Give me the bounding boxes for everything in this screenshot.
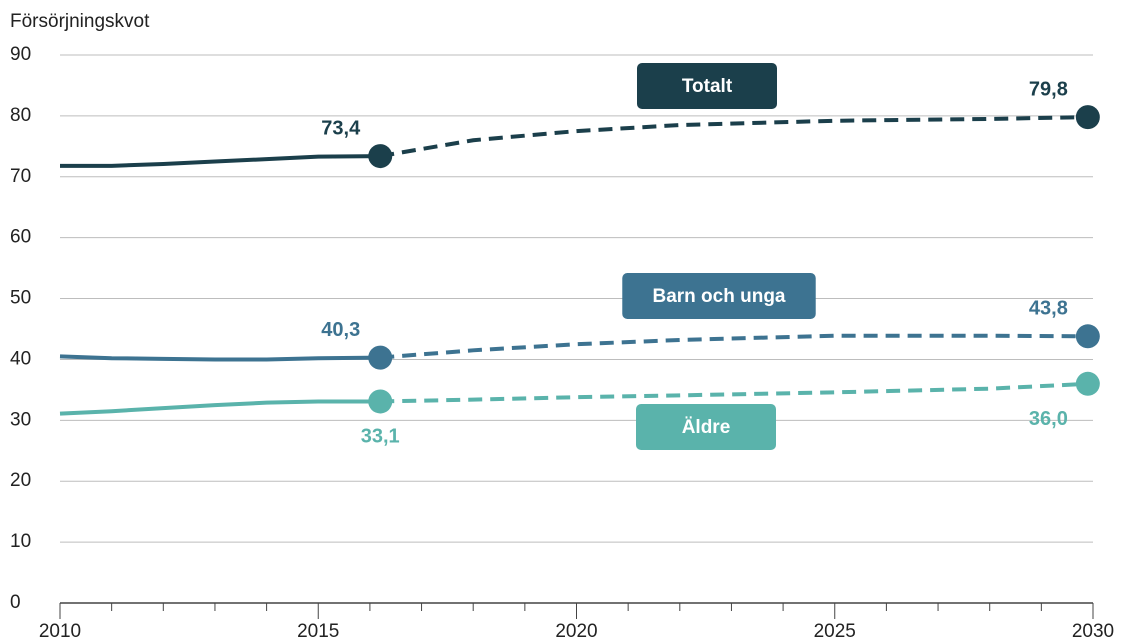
- marker: [368, 345, 393, 370]
- legend-box: [636, 404, 776, 450]
- y-tick-label: 0: [10, 592, 21, 613]
- y-tick-label: 70: [10, 166, 31, 187]
- value-label: 33,1: [361, 426, 400, 448]
- legend-box: [622, 273, 816, 319]
- series-line: [60, 154, 381, 168]
- value-label: 79,8: [1029, 78, 1068, 100]
- y-tick-label: 10: [10, 531, 31, 552]
- projection-line: [379, 115, 1088, 159]
- y-tick-label: 50: [10, 288, 31, 309]
- projection-line: [380, 381, 1088, 404]
- legend-label: Totalt: [682, 76, 733, 97]
- marker: [1075, 324, 1100, 349]
- x-tick-label: 2025: [814, 621, 856, 642]
- marker: [1075, 105, 1100, 130]
- x-tick-label: 2020: [555, 621, 597, 642]
- projection-line: [380, 333, 1088, 360]
- y-tick-label: 30: [10, 409, 31, 430]
- x-tick-label: 2015: [297, 621, 339, 642]
- value-label: 40,3: [321, 319, 360, 341]
- legend-label: Äldre: [682, 417, 731, 438]
- marker: [1075, 371, 1100, 396]
- y-tick-label: 60: [10, 227, 31, 248]
- series-line: [59, 354, 381, 362]
- y-tick-label: 40: [10, 348, 31, 369]
- value-label: 36,0: [1029, 408, 1068, 430]
- y-axis-label: Försörjningskvot: [10, 11, 150, 32]
- legend-label: Barn och unga: [652, 286, 785, 307]
- x-tick-label: 2030: [1072, 621, 1114, 642]
- marker: [368, 389, 393, 414]
- series-line: [59, 399, 381, 416]
- marker: [368, 144, 393, 169]
- y-tick-label: 90: [10, 44, 31, 65]
- y-tick-label: 20: [10, 470, 31, 491]
- x-tick-label: 2010: [39, 621, 81, 642]
- y-tick-label: 80: [10, 105, 31, 126]
- legend-box: [637, 63, 777, 109]
- value-label: 43,8: [1029, 298, 1068, 320]
- value-label: 73,4: [321, 117, 361, 139]
